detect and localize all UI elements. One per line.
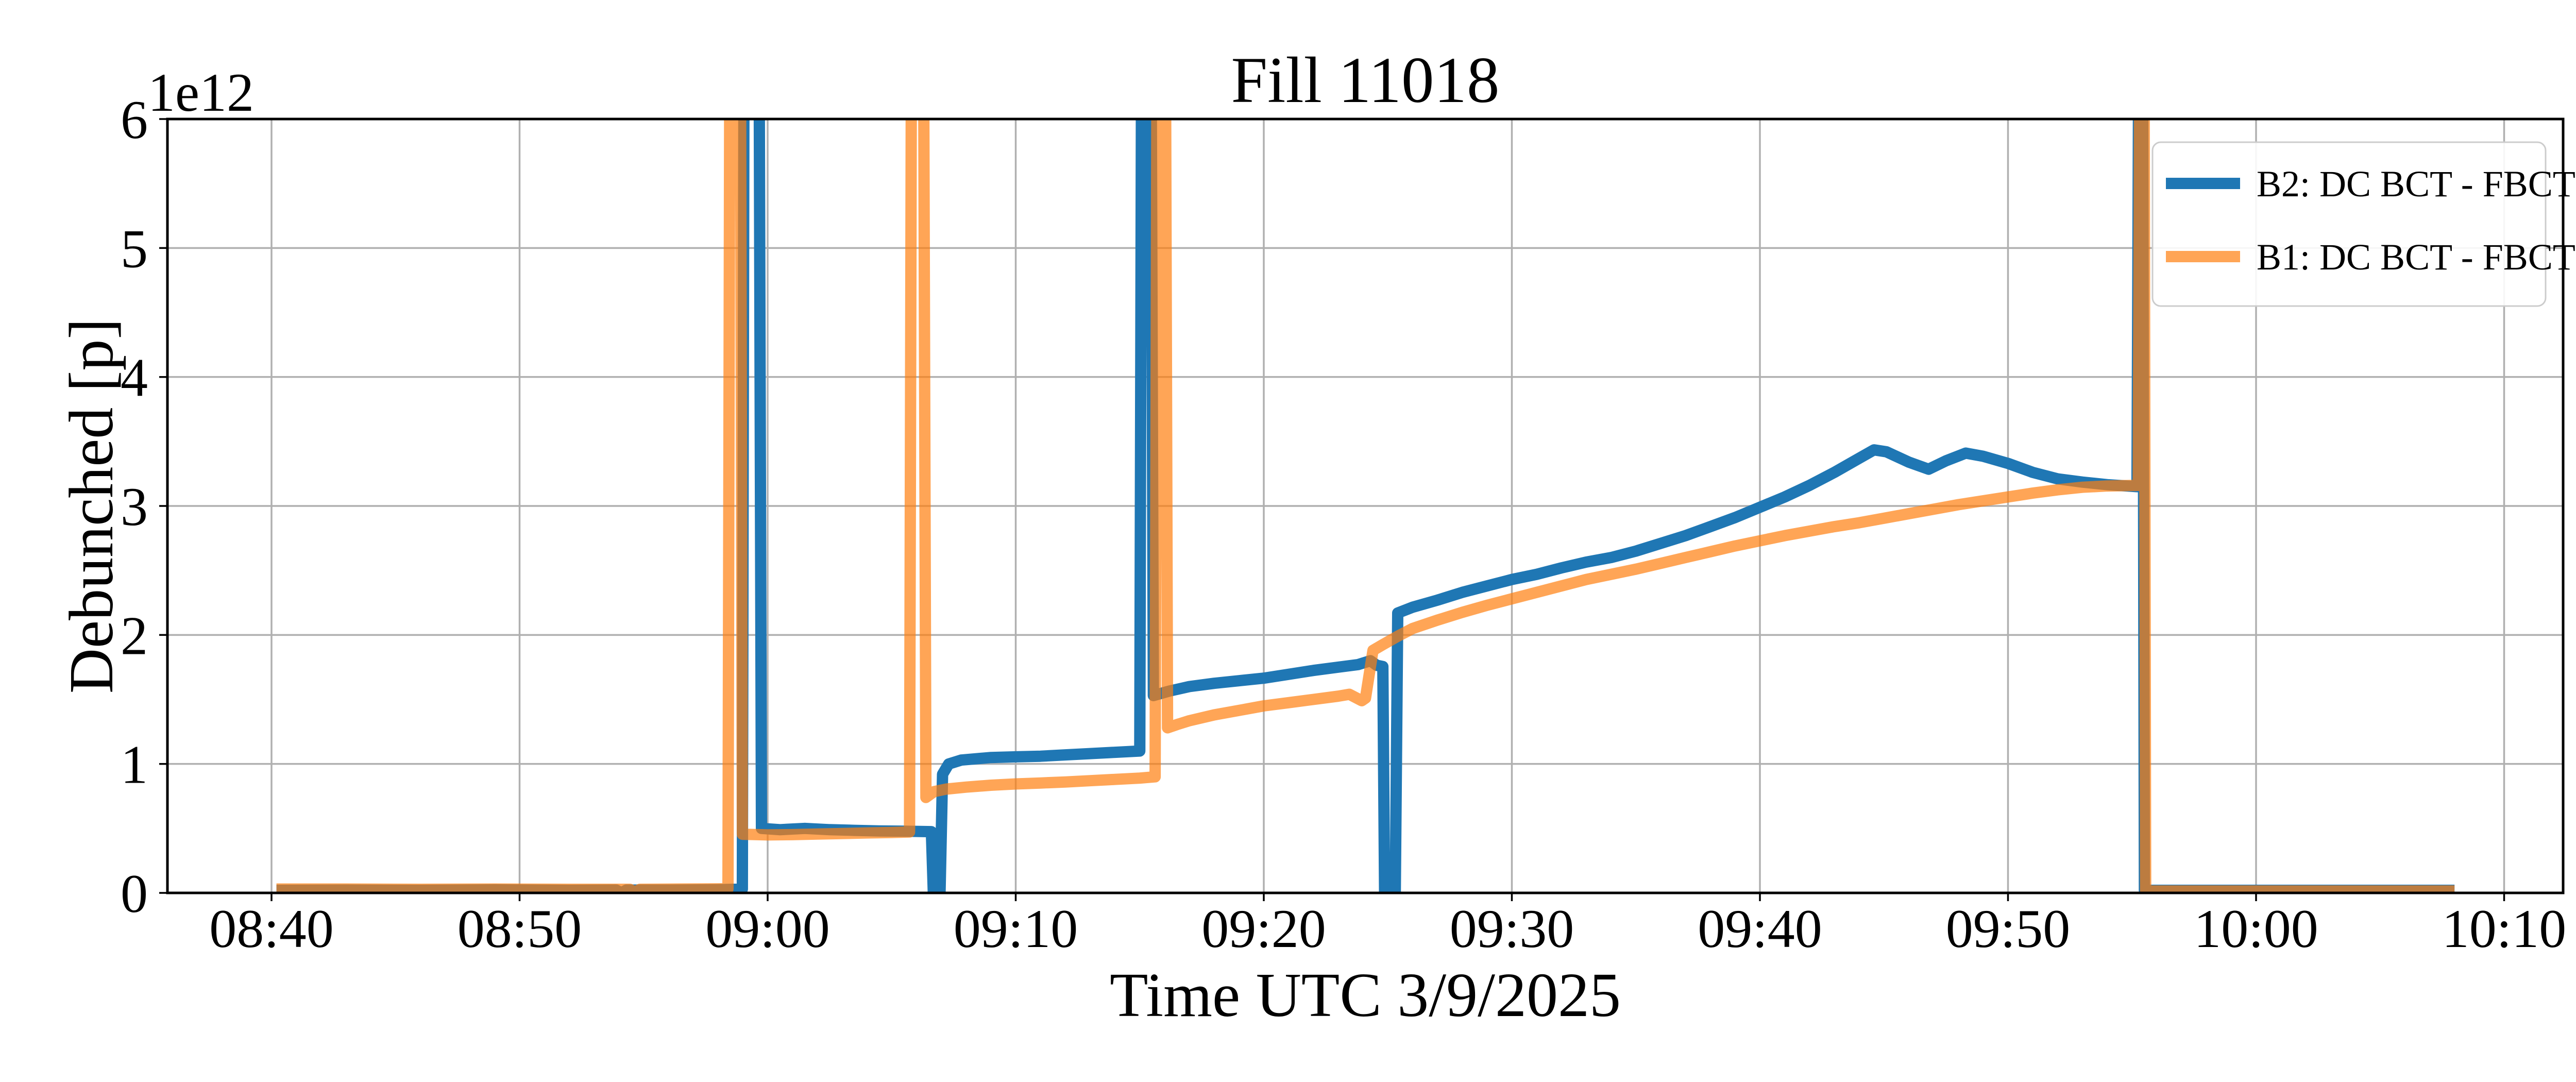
y-tick-label-5: 5 [121, 218, 148, 279]
x-tick-label-10:10: 10:10 [2442, 899, 2566, 959]
x-tick-label-08:40: 08:40 [209, 899, 333, 959]
legend-label-b1: B1: DC BCT - FBCT [2257, 236, 2575, 278]
tick-label-layer: 08:40 08:50 09:00 09:10 09:20 09:30 09:40 09:50… [121, 90, 2566, 959]
x-axis-label: Time UTC 3/9/2025 [1110, 960, 1621, 1030]
x-tick-label-09:00: 09:00 [705, 899, 829, 959]
axes-layer [159, 117, 2565, 901]
x-tick-label-09:40: 09:40 [1698, 899, 1822, 959]
y-axis-offset-text: 1e12 [148, 62, 254, 123]
legend-box [2151, 141, 2547, 307]
x-tick-label-09:20: 09:20 [1201, 899, 1326, 959]
x-tick-label-09:10: 09:10 [954, 899, 1078, 959]
legend: B2: DC BCT - FBCT B1: DC BCT - FBCT [2151, 141, 2575, 307]
x-tick-label-09:50: 09:50 [1946, 899, 2070, 959]
legend-label-b2: B2: DC BCT - FBCT [2257, 163, 2575, 205]
x-tick-label-09:30: 09:30 [1450, 899, 1574, 959]
y-tick-label-3: 3 [121, 477, 148, 537]
y-tick-label-2: 2 [121, 605, 148, 666]
series-layer [276, 119, 2455, 893]
y-tick-label-1: 1 [121, 735, 148, 795]
chart-title: Fill 11018 [1231, 44, 1499, 116]
series-line-b1 [276, 119, 2455, 893]
x-tick-label-10:00: 10:00 [2194, 899, 2318, 959]
y-tick-label-0: 0 [121, 864, 148, 924]
y-axis-label: Debunched [p] [57, 318, 126, 694]
series-line-b2 [276, 119, 2455, 893]
y-tick-label-6: 6 [121, 90, 148, 150]
x-tick-label-08:50: 08:50 [457, 899, 582, 959]
y-tick-label-4: 4 [121, 348, 148, 408]
